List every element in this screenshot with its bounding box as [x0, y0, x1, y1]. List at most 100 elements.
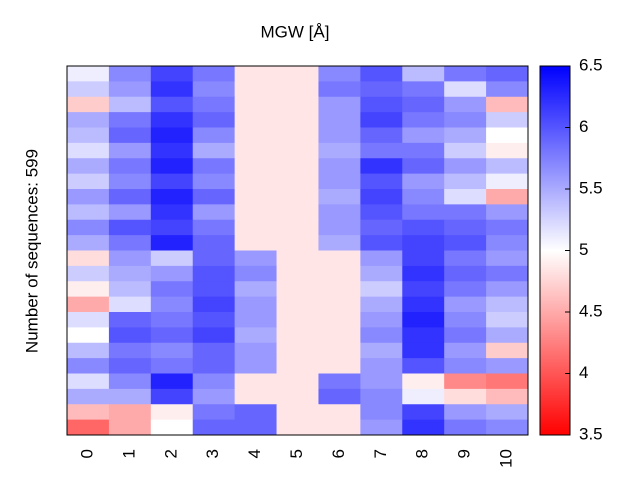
heatmap-cell — [444, 112, 487, 128]
heatmap-cell — [402, 189, 445, 205]
heatmap-cell — [234, 419, 278, 436]
heatmap-cell — [192, 81, 236, 98]
heatmap-cell — [192, 204, 236, 221]
heatmap-cell — [486, 265, 529, 282]
heatmap-cell — [234, 281, 278, 298]
heatmap-cell — [402, 112, 445, 128]
heatmap-cell — [318, 173, 361, 190]
colorbar-tick-label: 4.5 — [579, 301, 603, 320]
heatmap-cell — [108, 265, 152, 282]
colorbar-tick-label: 5 — [579, 240, 588, 259]
heatmap-cell — [192, 235, 236, 251]
heatmap-cell — [67, 219, 110, 236]
heatmap-cell — [234, 66, 278, 82]
heatmap-cell — [192, 173, 236, 190]
heatmap-cell — [444, 66, 487, 82]
heatmap-cell — [318, 189, 361, 205]
heatmap-cell — [360, 373, 403, 390]
heatmap-cell — [150, 66, 194, 82]
colorbar-tick-label: 5.5 — [579, 178, 603, 197]
heatmap-cell — [444, 388, 487, 405]
heatmap-cell — [150, 112, 194, 128]
heatmap-cell — [360, 265, 403, 282]
x-tick-label: 3 — [203, 449, 222, 458]
heatmap-cell — [318, 342, 361, 359]
heatmap-cell — [234, 96, 278, 113]
heatmap-cell — [318, 312, 361, 328]
heatmap-cell — [192, 419, 236, 436]
heatmap-cell — [276, 250, 319, 267]
heatmap-cell — [108, 250, 152, 267]
heatmap-cell — [402, 66, 445, 82]
heatmap-cell — [276, 81, 319, 98]
heatmap-cell — [108, 81, 152, 98]
heatmap-cell — [486, 96, 529, 113]
heatmap-cell — [486, 173, 529, 190]
heatmap-cell — [402, 281, 445, 298]
heatmap-cell — [360, 158, 403, 175]
heatmap-cell — [318, 388, 361, 405]
heatmap-cell — [108, 419, 152, 436]
heatmap-cell — [276, 312, 319, 328]
heatmap-cell — [318, 66, 361, 82]
heatmap-cell — [444, 235, 487, 251]
heatmap-cell — [402, 312, 445, 328]
x-tick-label: 4 — [245, 449, 264, 458]
heatmap-cell — [486, 296, 529, 313]
heatmap-cell — [318, 142, 361, 159]
heatmap-cell — [402, 96, 445, 113]
heatmap-cell — [150, 388, 194, 405]
heatmap-cell — [108, 312, 152, 328]
heatmap-cell — [486, 189, 529, 205]
heatmap-cell — [444, 96, 487, 113]
heatmap-cell — [276, 327, 319, 344]
heatmap-cell — [234, 404, 278, 421]
heatmap-cell — [67, 419, 110, 436]
heatmap-cell — [318, 327, 361, 344]
heatmap-cell — [360, 327, 403, 344]
heatmap-cell — [486, 235, 529, 251]
heatmap-cell — [234, 358, 278, 374]
heatmap-cell — [402, 404, 445, 421]
heatmap-cell — [192, 142, 236, 159]
heatmap-cell — [150, 204, 194, 221]
heatmap-cell — [108, 219, 152, 236]
heatmap-cell — [150, 81, 194, 98]
heatmap-cell — [486, 219, 529, 236]
heatmap-cell — [192, 327, 236, 344]
colorbar-tick-label: 4 — [579, 363, 588, 382]
heatmap-cell — [67, 296, 110, 313]
heatmap-cell — [150, 265, 194, 282]
heatmap-cell — [360, 66, 403, 82]
heatmap-cell — [444, 265, 487, 282]
heatmap-cell — [486, 127, 529, 144]
heatmap-cell — [276, 219, 319, 236]
heatmap-cell — [276, 127, 319, 144]
heatmap-cell — [192, 189, 236, 205]
heatmap-cell — [444, 281, 487, 298]
heatmap-cell — [192, 358, 236, 374]
heatmap-cell — [234, 342, 278, 359]
heatmap-cell — [486, 281, 529, 298]
heatmap-cell — [318, 96, 361, 113]
heatmap-cell — [276, 66, 319, 82]
heatmap-cell — [276, 342, 319, 359]
heatmap-cell — [276, 388, 319, 405]
heatmap-cell — [360, 81, 403, 98]
heatmap-cell — [360, 189, 403, 205]
heatmap-cell — [67, 158, 110, 175]
heatmap-cell — [318, 158, 361, 175]
heatmap-cell — [67, 173, 110, 190]
heatmap-cell — [360, 142, 403, 159]
heatmap-cell — [234, 296, 278, 313]
heatmap-cell — [234, 265, 278, 282]
heatmap-cell — [234, 81, 278, 98]
heatmap-cell — [444, 419, 487, 436]
heatmap-cell — [192, 281, 236, 298]
heatmap-cell — [67, 373, 110, 390]
heatmap-cell — [318, 219, 361, 236]
heatmap-cell — [444, 81, 487, 98]
heatmap-cell — [150, 281, 194, 298]
heatmap-cell — [67, 96, 110, 113]
heatmap-cell — [108, 96, 152, 113]
